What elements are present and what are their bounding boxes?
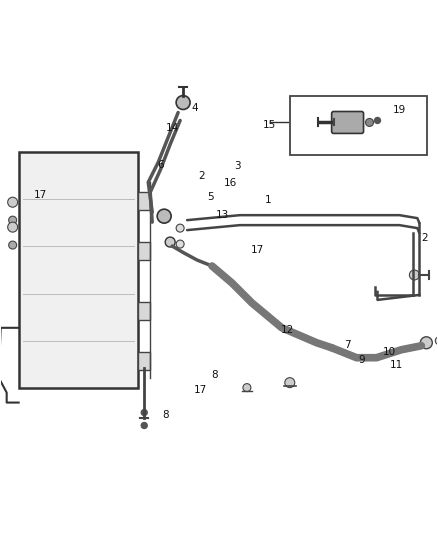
Bar	[138, 352, 150, 370]
Circle shape	[176, 240, 184, 248]
Bar	[19, 152, 138, 387]
Text: 8: 8	[162, 409, 169, 419]
Circle shape	[141, 409, 147, 416]
Circle shape	[8, 222, 18, 232]
Bar	[138, 242, 150, 260]
Text: 14: 14	[166, 124, 179, 133]
Text: 11: 11	[390, 360, 403, 370]
Text: 3: 3	[235, 161, 241, 171]
Bar	[138, 192, 150, 210]
Circle shape	[374, 117, 381, 124]
Text: 2: 2	[199, 171, 205, 181]
FancyBboxPatch shape	[332, 111, 364, 133]
Circle shape	[243, 384, 251, 392]
Text: 4: 4	[192, 102, 198, 112]
Text: 8: 8	[212, 370, 218, 379]
Text: 12: 12	[281, 325, 294, 335]
Circle shape	[285, 378, 295, 387]
Circle shape	[366, 118, 374, 126]
Bar	[290, 95, 427, 155]
Bar	[138, 302, 150, 320]
Circle shape	[435, 337, 438, 345]
Circle shape	[8, 197, 18, 207]
Text: 17: 17	[194, 385, 207, 394]
Text: 1: 1	[265, 195, 271, 205]
Circle shape	[410, 270, 419, 280]
Text: 9: 9	[358, 354, 365, 365]
Text: 19: 19	[393, 106, 406, 116]
Circle shape	[9, 241, 17, 249]
Circle shape	[176, 224, 184, 232]
Text: 5: 5	[207, 192, 213, 202]
Circle shape	[157, 209, 171, 223]
Text: 16: 16	[223, 178, 237, 188]
Text: 2: 2	[421, 233, 427, 243]
Text: 6: 6	[157, 160, 163, 171]
Text: 13: 13	[215, 210, 229, 220]
Circle shape	[420, 337, 432, 349]
Text: 17: 17	[251, 245, 265, 255]
Circle shape	[9, 216, 17, 224]
Circle shape	[141, 423, 147, 429]
Circle shape	[165, 237, 175, 247]
Text: 17: 17	[34, 190, 47, 200]
Text: 10: 10	[383, 347, 396, 357]
Circle shape	[176, 95, 190, 109]
Text: 15: 15	[263, 120, 276, 131]
Text: 7: 7	[344, 340, 351, 350]
